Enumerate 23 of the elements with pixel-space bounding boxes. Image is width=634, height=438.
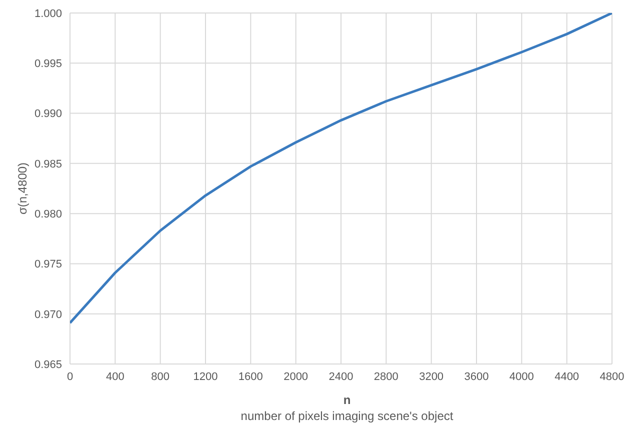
x-tick-label: 2800 bbox=[374, 370, 398, 383]
x-tick-label: 2000 bbox=[284, 370, 308, 383]
x-tick-label: 4400 bbox=[554, 370, 580, 383]
y-axis-title: σ(n,4800) bbox=[15, 162, 30, 215]
x-tick-label: 1200 bbox=[193, 370, 218, 383]
x-tick-label: 2400 bbox=[328, 370, 354, 383]
x-tick-label: 400 bbox=[106, 370, 124, 383]
y-tick-label: 0.995 bbox=[34, 58, 62, 70]
y-tick-label: 0.980 bbox=[34, 208, 62, 220]
x-tick-label: 4800 bbox=[600, 370, 624, 383]
x-axis-title: n number of pixels imaging scene's object bbox=[240, 392, 454, 424]
y-tick-label: 0.975 bbox=[34, 258, 62, 271]
x-tick-label: 0 bbox=[66, 370, 74, 383]
x-tick-label: 3600 bbox=[464, 370, 489, 383]
x-tick-label: 800 bbox=[151, 370, 170, 383]
y-tick-label: 0.985 bbox=[34, 158, 62, 170]
y-tick-label: 1.000 bbox=[34, 8, 62, 20]
x-tick-label: 1600 bbox=[238, 370, 263, 383]
x-tick-label: 4000 bbox=[509, 370, 534, 383]
y-tick-label: 0.990 bbox=[34, 108, 62, 120]
x-tick-label: 3200 bbox=[419, 370, 444, 383]
y-tick-label: 0.970 bbox=[34, 308, 62, 321]
y-tick-label: 0.965 bbox=[34, 358, 62, 371]
